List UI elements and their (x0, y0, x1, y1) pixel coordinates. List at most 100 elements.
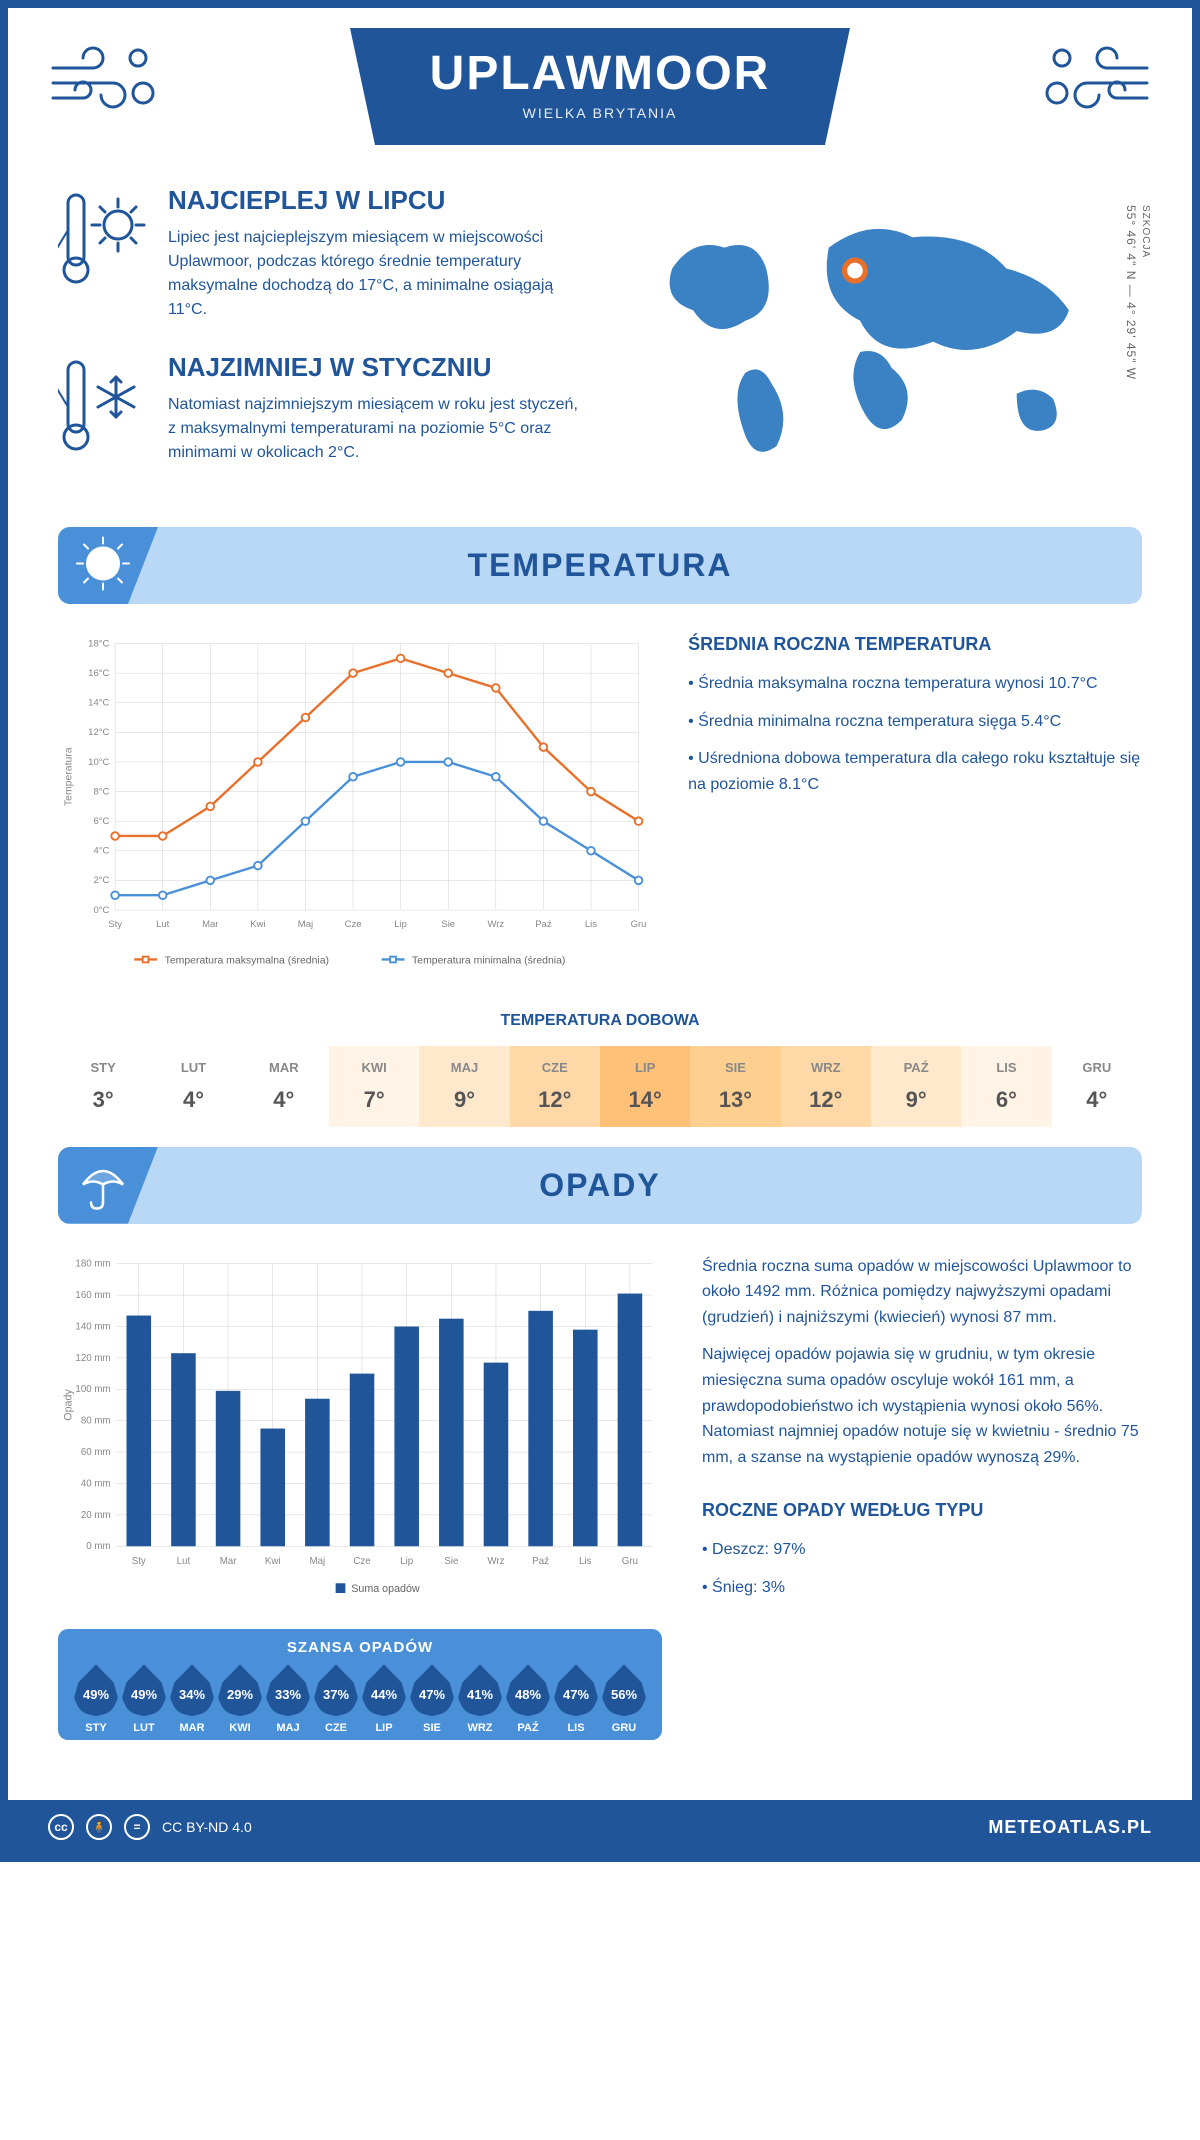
rain-chance-cell: 44%LIP (362, 1664, 406, 1734)
svg-text:2°C: 2°C (93, 875, 109, 886)
rain-chance-cell: 47%LIS (554, 1664, 598, 1734)
svg-text:140 mm: 140 mm (75, 1321, 110, 1332)
svg-text:Temperatura minimalna (średnia: Temperatura minimalna (średnia) (412, 955, 565, 966)
svg-text:Lip: Lip (394, 919, 407, 930)
rain-chance-cell: 41%WRZ (458, 1664, 502, 1734)
precipitation-chart: 0 mm20 mm40 mm60 mm80 mm100 mm120 mm140 … (58, 1254, 662, 1610)
svg-text:8°C: 8°C (93, 786, 109, 797)
precipitation-section-header: OPADY (58, 1147, 1142, 1224)
warmest-text: Lipiec jest najcieplejszym miesiącem w m… (168, 226, 580, 322)
raindrop-icon: 47% (410, 1664, 454, 1716)
wind-icon (1042, 38, 1152, 123)
svg-text:14°C: 14°C (88, 698, 109, 709)
temperature-stats: ŚREDNIA ROCZNA TEMPERATURA • Średnia mak… (688, 634, 1142, 982)
title-banner: UPLAWMOOR WIELKA BRYTANIA (350, 28, 850, 145)
temp-stat-item: • Średnia minimalna roczna temperatura s… (688, 709, 1142, 735)
svg-text:Opady: Opady (63, 1388, 75, 1420)
temp-stat-item: • Uśredniona dobowa temperatura dla całe… (688, 746, 1142, 797)
wind-icon (48, 38, 158, 123)
license-block: cc 🧍 = CC BY-ND 4.0 (48, 1814, 252, 1840)
svg-text:Sty: Sty (132, 1555, 146, 1566)
map-block: SZKOCJA 55° 46' 4" N — 4° 29' 45" W (620, 185, 1142, 497)
page-container: UPLAWMOOR WIELKA BRYTANIA NAJCIEPLEJ W L… (0, 0, 1200, 1862)
header-banner: UPLAWMOOR WIELKA BRYTANIA (8, 8, 1192, 175)
raindrop-icon: 34% (170, 1664, 214, 1716)
svg-text:Kwi: Kwi (250, 919, 265, 930)
location-title: UPLAWMOOR (410, 46, 790, 101)
svg-text:10°C: 10°C (88, 757, 109, 768)
latitude: 55° 46' 4" N (1124, 205, 1138, 280)
raindrop-icon: 49% (74, 1664, 118, 1716)
svg-text:20 mm: 20 mm (81, 1509, 111, 1520)
svg-text:6°C: 6°C (93, 816, 109, 827)
month-label: WRZ (458, 1722, 502, 1734)
rain-chance-cell: 49% STY (74, 1664, 118, 1734)
temperature-heading: TEMPERATURA (88, 547, 1112, 584)
precip-type-item: • Śnieg: 3% (702, 1575, 1142, 1601)
raindrop-icon: 37% (314, 1664, 358, 1716)
temp-value: 4° (148, 1087, 238, 1113)
temperature-chart: 0°C2°C4°C6°C8°C10°C12°C14°C16°C18°CStyLu… (58, 634, 648, 982)
temp-value: 12° (781, 1087, 871, 1113)
month-label: SIE (690, 1060, 780, 1075)
svg-text:100 mm: 100 mm (75, 1384, 110, 1395)
daily-temp-cell: MAJ9° (419, 1046, 509, 1127)
temp-value: 13° (690, 1087, 780, 1113)
rain-chance-title: SZANSA OPADÓW (74, 1639, 646, 1656)
month-label: WRZ (781, 1060, 871, 1075)
month-label: SIE (410, 1722, 454, 1734)
svg-text:Mar: Mar (202, 919, 218, 930)
temp-value: 14° (600, 1087, 690, 1113)
daily-temp-cell: LIS6° (961, 1046, 1051, 1127)
raindrop-icon: 48% (506, 1664, 550, 1716)
svg-text:Cze: Cze (353, 1555, 370, 1566)
precip-type-item: • Deszcz: 97% (702, 1537, 1142, 1563)
month-label: GRU (1052, 1060, 1142, 1075)
month-label: KWI (329, 1060, 419, 1075)
month-label: MAR (170, 1722, 214, 1734)
svg-text:Lut: Lut (156, 919, 170, 930)
umbrella-icon (73, 1153, 133, 1218)
temp-value: 4° (239, 1087, 329, 1113)
month-label: MAJ (266, 1722, 310, 1734)
daily-temp-cell: GRU4° (1052, 1046, 1142, 1127)
rain-chance-cell: 49%LUT (122, 1664, 166, 1734)
precip-text-1: Średnia roczna suma opadów w miejscowośc… (702, 1254, 1142, 1331)
month-label: LIS (961, 1060, 1051, 1075)
temperature-chart-row: 0°C2°C4°C6°C8°C10°C12°C14°C16°C18°CStyLu… (58, 634, 1142, 982)
svg-text:160 mm: 160 mm (75, 1290, 110, 1301)
rain-chance-cell: 47% SIE (410, 1664, 454, 1734)
rain-chance-cell: 29%KWI (218, 1664, 262, 1734)
raindrop-icon: 33% (266, 1664, 310, 1716)
svg-text:Maj: Maj (310, 1555, 326, 1566)
month-label: STY (74, 1722, 118, 1734)
month-label: LIS (554, 1722, 598, 1734)
svg-text:Wrz: Wrz (487, 1555, 504, 1566)
by-icon: 🧍 (86, 1814, 112, 1840)
svg-text:Suma opadów: Suma opadów (351, 1583, 420, 1595)
daily-temp-cell: KWI7° (329, 1046, 419, 1127)
info-row: NAJCIEPLEJ W LIPCU Lipiec jest najcieple… (58, 185, 1142, 497)
svg-text:18°C: 18°C (88, 638, 109, 649)
region-label: SZKOCJA (1140, 205, 1151, 258)
sun-icon (73, 533, 133, 598)
svg-text:Sty: Sty (108, 919, 122, 930)
svg-text:Temperatura maksymalna (średni: Temperatura maksymalna (średnia) (165, 955, 329, 966)
month-label: LUT (148, 1060, 238, 1075)
svg-text:Gru: Gru (631, 919, 647, 930)
temperature-section-header: TEMPERATURA (58, 527, 1142, 604)
precip-by-type-title: ROCZNE OPADY WEDŁUG TYPU (702, 1500, 1142, 1521)
rain-chance-cell: 33% MAJ (266, 1664, 310, 1734)
raindrop-icon: 44% (362, 1664, 406, 1716)
month-label: GRU (602, 1722, 646, 1734)
precip-text-2: Najwięcej opadów pojawia się w grudniu, … (702, 1342, 1142, 1470)
svg-text:Kwi: Kwi (265, 1555, 281, 1566)
month-label: LIP (600, 1060, 690, 1075)
svg-text:16°C: 16°C (88, 668, 109, 679)
svg-text:0°C: 0°C (93, 905, 109, 916)
license-text: CC BY-ND 4.0 (162, 1819, 252, 1835)
rain-chance-cell: 56%GRU (602, 1664, 646, 1734)
location-marker-icon (844, 260, 865, 281)
month-label: CZE (510, 1060, 600, 1075)
nd-icon: = (124, 1814, 150, 1840)
